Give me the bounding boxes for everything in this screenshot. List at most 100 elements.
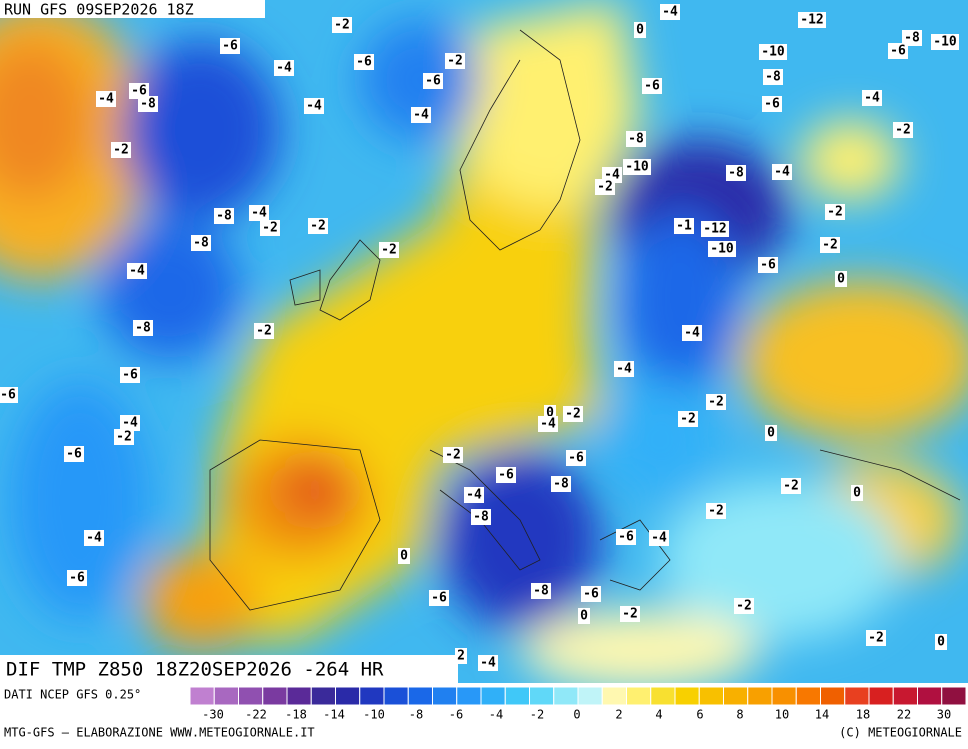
contour-label-box: [496, 467, 516, 483]
contour-label: -2: [113, 143, 129, 158]
contour-label: -4: [616, 362, 632, 377]
contour-label: -10: [761, 45, 785, 60]
contour-label-box: [888, 43, 908, 59]
colorbar-swatch: [917, 686, 943, 706]
colorbar-tick-label: -4: [489, 708, 503, 722]
contour-label: 0: [580, 609, 588, 624]
contour-label-box: [581, 586, 601, 602]
contour-label: -6: [583, 587, 599, 602]
contour-label-box: [354, 54, 374, 70]
coastlines: [209, 29, 961, 611]
contour-label-box: [398, 548, 410, 564]
contour-label-box: [862, 90, 882, 106]
contour-label-box: [781, 478, 801, 494]
colorbar-tick-label: 4: [655, 708, 662, 722]
contour-label: -2: [381, 243, 397, 258]
contour-label: -6: [66, 447, 82, 462]
colorbar-swatch: [698, 686, 724, 706]
colorbar-swatch: [310, 686, 336, 706]
colorbar-swatch: [868, 686, 894, 706]
contour-label-box: [765, 425, 777, 441]
contour-label: -8: [553, 477, 569, 492]
contour-label-box: [614, 361, 634, 377]
colorbar-tick-label: -8: [409, 708, 423, 722]
contour-label-box: [866, 630, 886, 646]
field: [0, 0, 968, 683]
contour-label-box: [120, 415, 140, 431]
contour-label: 0: [937, 635, 945, 650]
contour-label-box: [820, 237, 840, 253]
contour-label: -8: [473, 510, 489, 525]
colorbar-swatch: [650, 686, 676, 706]
contour-label-box: [706, 503, 726, 519]
colorbar-swatch: [723, 686, 749, 706]
contour-label: -4: [251, 206, 267, 221]
contour-label-box: [759, 44, 787, 60]
contour-label-box: [304, 98, 324, 114]
contour-label-box: [249, 205, 269, 221]
contour-label-box: [708, 241, 736, 257]
colorbar-tick-label: -10: [363, 708, 385, 722]
colorbar-tick-label: 22: [897, 708, 911, 722]
contour-label: -6: [890, 44, 906, 59]
contour-label-box: [443, 447, 463, 463]
contour-label-box: [701, 221, 729, 237]
contour-label: -6: [498, 468, 514, 483]
contour-label-box: [138, 96, 158, 112]
contour-label: 0: [853, 486, 861, 501]
contour-label-box: [127, 263, 147, 279]
colorbar-swatch: [601, 686, 627, 706]
contour-label-box: [825, 204, 845, 220]
contour-label: -2: [783, 479, 799, 494]
colorbar-swatch: [844, 686, 870, 706]
colorbar-tick-label: -22: [245, 708, 267, 722]
header-box: [0, 0, 265, 18]
colorbar-tick-label: 14: [815, 708, 829, 722]
contour-label: -4: [466, 488, 482, 503]
contour-label: -6: [69, 571, 85, 586]
contour-label: 0: [636, 23, 644, 38]
contour-label-box: [379, 242, 399, 258]
contour-label-box: [423, 73, 443, 89]
contour-label: -2: [868, 631, 884, 646]
contour-label-box: [634, 22, 646, 38]
contour-label-box: [260, 220, 280, 236]
contour-label-box: [274, 60, 294, 76]
colorbar-swatch: [359, 686, 385, 706]
contour-label-box: [220, 38, 240, 54]
contour-label-box: [332, 17, 352, 33]
contour-label: -12: [703, 222, 726, 237]
colorbar-swatch: [504, 686, 530, 706]
contour-label: -4: [276, 61, 292, 76]
contour-label: -4: [480, 656, 496, 671]
contour-label-box: [129, 83, 149, 99]
contour-label: -4: [129, 264, 145, 279]
colorbar-swatch: [795, 686, 821, 706]
contour-label: -2: [822, 238, 838, 253]
colorbar-tick-label: 30: [937, 708, 951, 722]
colorbar-swatch: [892, 686, 918, 706]
contour-label: -4: [864, 91, 880, 106]
contour-label-box: [445, 53, 465, 69]
colorbar-tick-label: -30: [202, 708, 224, 722]
contour-label-box: [763, 69, 783, 85]
colorbar-swatch: [529, 686, 555, 706]
contour-label: -4: [122, 416, 138, 431]
contour-label: -6: [131, 84, 147, 99]
contour-label-box: [578, 608, 590, 624]
colorbar-tick-label: -2: [530, 708, 544, 722]
contour-label-box: [214, 208, 234, 224]
colorbar-tick-label: -14: [323, 708, 345, 722]
run-label: RUN GFS 09SEP2026 18Z: [4, 1, 194, 19]
contour-label: -2: [116, 430, 132, 445]
contour-label: -2: [622, 607, 638, 622]
contour-label: -2: [256, 324, 272, 339]
contour-label-box: [478, 655, 498, 671]
source-label: DATI NCEP GFS 0.25°: [4, 688, 141, 702]
contour-label-box: [758, 257, 778, 273]
contour-label: -4: [684, 326, 700, 341]
colorbar-tick-label: -6: [449, 708, 463, 722]
contour-label-box: [455, 648, 467, 664]
